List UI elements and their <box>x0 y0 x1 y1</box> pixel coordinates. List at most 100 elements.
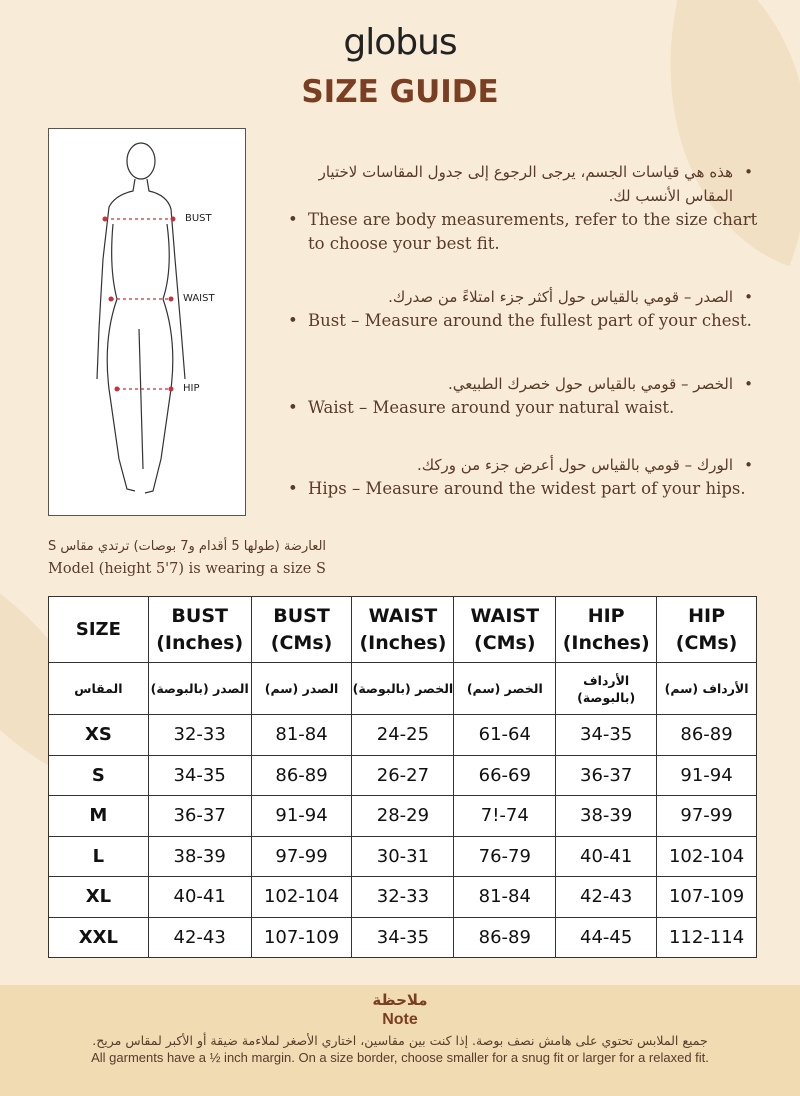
brand-logo: globus <box>343 22 457 63</box>
table-cell: 32-33 <box>147 714 252 756</box>
bullet-en: Hips – Measure around the widest part of… <box>288 477 758 501</box>
header-label: WAIST <box>368 604 438 627</box>
table-cell: 42-43 <box>555 876 658 918</box>
column-header: WAIST (Inches) <box>351 596 455 663</box>
waist-label: WAIST <box>183 293 215 304</box>
header-label: WAIST <box>470 604 540 627</box>
header-label: SIZE <box>75 619 121 640</box>
header-unit: (Inches) <box>156 631 244 654</box>
column-header-ar: الأرداف (سم) <box>656 662 757 715</box>
bust-label: BUST <box>185 213 212 224</box>
table-cell: 38-39 <box>555 795 658 837</box>
size-cell: XXL <box>48 916 149 958</box>
table-cell: 38-39 <box>147 835 252 877</box>
table-cell: 86-89 <box>656 714 757 756</box>
table-cell: 107-109 <box>250 916 353 958</box>
note-section: ملاحظة Note جميع الملابس تحتوي على هامش … <box>0 985 800 1096</box>
table-row: XS 32-33 81-84 24-25 61-64 34-35 86-89 <box>48 714 757 756</box>
column-header-ar: الخصر (سم) <box>453 662 557 715</box>
column-header-ar: المقاس <box>48 662 149 715</box>
note-title-ar: ملاحظة <box>372 991 428 1009</box>
column-header: BUST (Inches) <box>147 596 252 663</box>
table-cell: 102-104 <box>656 835 757 877</box>
table-cell: 34-35 <box>147 754 252 796</box>
table-row: L 38-39 97-99 30-31 76-79 40-41 102-104 <box>48 835 757 877</box>
table-cell: 32-33 <box>351 876 455 918</box>
table-cell: 40-41 <box>555 835 658 877</box>
table-cell: 36-37 <box>147 795 252 837</box>
bullet-ar: الورك – قومي بالقياس حول أعرض جزء من ورك… <box>288 453 753 477</box>
model-info-ar: العارضة (طولها 5 أقدام و7 بوصات) ترتدي م… <box>48 539 327 554</box>
column-header: SIZE <box>48 596 149 663</box>
header-label: HIP <box>587 604 625 627</box>
column-header-ar: الصدر (بالبوصة) <box>147 662 252 715</box>
bullet-group: الخصر – قومي بالقياس حول خصرك الطبيعي.Wa… <box>288 372 758 420</box>
header-label: BUST <box>273 604 330 627</box>
header-unit: (Inches) <box>359 631 447 654</box>
column-header-ar: الخصر (بالبوصة) <box>351 662 455 715</box>
header-label: BUST <box>171 604 228 627</box>
bullet-ar: هذه هي قياسات الجسم، يرجى الرجوع إلى جدو… <box>288 160 753 208</box>
size-cell: L <box>48 835 149 877</box>
page-title: SIZE GUIDE <box>301 74 499 110</box>
table-cell: 66-69 <box>453 754 557 796</box>
table-cell: 61-64 <box>453 714 557 756</box>
header-unit: (CMs) <box>270 631 333 654</box>
table-cell: 102-104 <box>250 876 353 918</box>
table-cell: 91-94 <box>656 754 757 796</box>
table-cell: 28-29 <box>351 795 455 837</box>
size-cell: M <box>48 795 149 837</box>
table-cell: 34-35 <box>351 916 455 958</box>
header-unit: (CMs) <box>675 631 738 654</box>
bullet-group: الورك – قومي بالقياس حول أعرض جزء من ورك… <box>288 453 758 501</box>
table-cell: 40-41 <box>147 876 252 918</box>
table-cell: 81-84 <box>250 714 353 756</box>
table-cell: 97-99 <box>656 795 757 837</box>
size-cell: S <box>48 754 149 796</box>
table-cell: 86-89 <box>250 754 353 796</box>
bullet-group: الصدر – قومي بالقياس حول أكثر جزء امتلاء… <box>288 285 758 333</box>
size-chart-table: SIZE BUST (Inches) BUST (CMs) WAIST (Inches) WA… <box>48 596 757 958</box>
table-cell: 81-84 <box>453 876 557 918</box>
table-row: XL 40-41 102-104 32-33 81-84 42-43 107-109 <box>48 876 757 918</box>
note-title-en: Note <box>382 1011 418 1028</box>
table-cell: 26-27 <box>351 754 455 796</box>
size-cell: XL <box>48 876 149 918</box>
table-cell: 24-25 <box>351 714 455 756</box>
header-unit: (Inches) <box>562 631 650 654</box>
header-label: HIP <box>688 604 726 627</box>
bullet-en: Waist – Measure around your natural wais… <box>288 396 758 420</box>
table-cell: 112-114 <box>656 916 757 958</box>
table-cell: 44-45 <box>555 916 658 958</box>
body-silhouette-icon <box>96 142 186 494</box>
note-text-ar: جميع الملابس تحتوي على هامش نصف بوصة. إذ… <box>92 1033 708 1048</box>
column-header: BUST (CMs) <box>250 596 353 663</box>
table-cell: 36-37 <box>555 754 658 796</box>
column-header: HIP (Inches) <box>555 596 658 663</box>
table-row: M 36-37 91-94 28-29 7!-74 38-39 97-99 <box>48 795 757 837</box>
bullet-group: هذه هي قياسات الجسم، يرجى الرجوع إلى جدو… <box>288 160 758 256</box>
bullet-ar: الخصر – قومي بالقياس حول خصرك الطبيعي. <box>288 372 753 396</box>
table-cell: 76-79 <box>453 835 557 877</box>
table-cell: 91-94 <box>250 795 353 837</box>
header-unit: (CMs) <box>474 631 536 654</box>
table-cell: 97-99 <box>250 835 353 877</box>
table-cell: 107-109 <box>656 876 757 918</box>
bullet-en: Bust – Measure around the fullest part o… <box>288 309 758 333</box>
size-cell: XS <box>48 714 149 756</box>
measurement-instructions: هذه هي قياسات الجسم، يرجى الرجوع إلى جدو… <box>288 0 758 520</box>
table-cell: 86-89 <box>453 916 557 958</box>
table-row: XXL 42-43 107-109 34-35 86-89 44-45 112-114 <box>48 916 757 958</box>
bullet-en: These are body measurements, refer to th… <box>288 208 758 256</box>
header-row-ar: المقاس الصدر (بالبوصة) الصدر (سم) الخصر (با… <box>48 662 757 715</box>
model-info: العارضة (طولها 5 أقدام و7 بوصات) ترتدي م… <box>48 536 326 580</box>
table-cell: 42-43 <box>147 916 252 958</box>
column-header-ar: الصدر (سم) <box>250 662 353 715</box>
column-header: HIP (CMs) <box>656 596 757 663</box>
table-cell: 7!-74 <box>453 795 557 837</box>
column-header: WAIST (CMs) <box>453 596 557 663</box>
model-info-en: Model (height 5'7) is wearing a size S <box>48 561 326 577</box>
note-text-en: All garments have a ½ inch margin. On a … <box>91 1050 709 1065</box>
header-row: SIZE BUST (Inches) BUST (CMs) WAIST (Inches) WA… <box>48 596 757 663</box>
bullet-ar: الصدر – قومي بالقياس حول أكثر جزء امتلاء… <box>288 285 753 309</box>
